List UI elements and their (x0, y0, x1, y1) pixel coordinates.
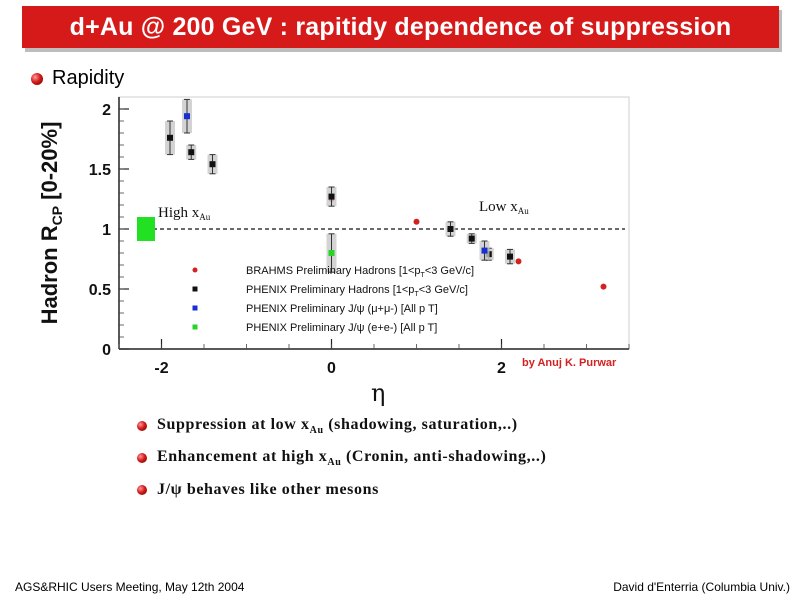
data-point-s2 (481, 247, 488, 254)
data-point-s1 (209, 161, 216, 168)
data-point-s1 (468, 235, 475, 242)
normalization-box (137, 217, 155, 241)
rcp-chart: 0 0.5 1 1.5 2 -2 0 2 Hadron RCP [0-20%] η High xAu… (33, 92, 633, 408)
legend-marker (192, 267, 198, 273)
footer-right: David d'Enterria (Columbia Univ.) (613, 580, 790, 594)
y-tick-label: 1 (102, 222, 111, 239)
credit-label: by Anuj K. Purwar (522, 357, 617, 369)
y-tick-label: 0 (102, 342, 111, 359)
x-tick-label: 2 (497, 360, 506, 377)
bullet-icon (137, 421, 147, 431)
annotation-low-x: Low xAu (479, 199, 529, 216)
legend-marker (192, 286, 198, 292)
legend-entry: PHENIX Preliminary J/ψ (e+e-) [All p T] (246, 322, 437, 334)
data-point-s0 (600, 283, 607, 290)
footer-left: AGS&RHIC Users Meeting, May 12th 2004 (15, 580, 245, 594)
data-point-s0 (413, 218, 420, 225)
bullet-icon (31, 73, 43, 85)
slide-title: d+Au @ 200 GeV : rapitidy dependence of … (22, 6, 779, 48)
legend-entry: PHENIX Preliminary J/ψ (μ+μ-) [All p T] (246, 303, 438, 315)
y-tick-label: 1.5 (89, 162, 111, 179)
x-axis-label: η (371, 379, 385, 407)
data-point-s1 (167, 134, 173, 141)
data-point-s3 (328, 250, 335, 256)
bullet-text-3: J/ψ behaves like other mesons (157, 481, 379, 498)
legend-entry: BRAHMS Preliminary Hadrons [1<pT<3 GeV/c… (246, 265, 474, 279)
legend-entry: PHENIX Preliminary Hadrons [1<pT<3 GeV/c… (246, 284, 468, 298)
legend-marker (192, 305, 198, 311)
x-tick-label: -2 (154, 360, 168, 377)
x-tick-label: 0 (327, 360, 336, 377)
data-point-s1 (328, 193, 335, 200)
section-heading: Rapidity (52, 67, 125, 89)
y-tick-label: 0.5 (89, 282, 111, 299)
data-point-s1 (188, 149, 195, 156)
y-axis-label: Hadron RCP [0-20%] (37, 122, 65, 325)
data-point-s2 (184, 113, 190, 120)
y-tick-label: 2 (102, 102, 111, 119)
data-point-s1 (507, 253, 513, 260)
data-point-s0 (515, 258, 522, 265)
bullet-icon (137, 453, 147, 463)
data-point-s1 (447, 226, 454, 232)
bullet-icon (137, 485, 147, 495)
chart-svg: 0 0.5 1 1.5 2 -2 0 2 Hadron RCP [0-20%] η High xAu… (37, 96, 630, 407)
bullet-text-1: Suppression at low xAu (shadowing, satur… (157, 416, 518, 437)
legend-marker (192, 324, 198, 330)
slide-title-text: d+Au @ 200 GeV : rapitidy dependence of … (69, 12, 732, 41)
annotation-high-x: High xAu (158, 205, 211, 222)
bullet-text-2: Enhancement at high xAu (Cronin, anti-sh… (157, 448, 547, 469)
